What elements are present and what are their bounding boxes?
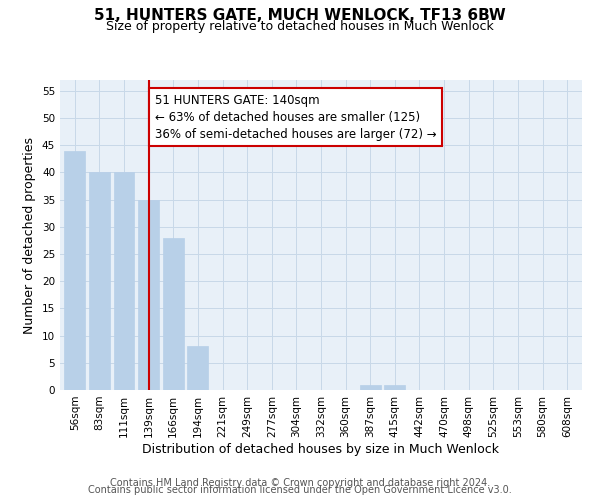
Y-axis label: Number of detached properties: Number of detached properties <box>23 136 37 334</box>
Text: Contains public sector information licensed under the Open Government Licence v3: Contains public sector information licen… <box>88 485 512 495</box>
Text: 51 HUNTERS GATE: 140sqm
← 63% of detached houses are smaller (125)
36% of semi-d: 51 HUNTERS GATE: 140sqm ← 63% of detache… <box>155 94 436 140</box>
Text: Contains HM Land Registry data © Crown copyright and database right 2024.: Contains HM Land Registry data © Crown c… <box>110 478 490 488</box>
Bar <box>187 346 208 390</box>
Text: 51, HUNTERS GATE, MUCH WENLOCK, TF13 6BW: 51, HUNTERS GATE, MUCH WENLOCK, TF13 6BW <box>94 8 506 22</box>
Bar <box>163 238 184 390</box>
Bar <box>89 172 110 390</box>
Bar <box>360 384 381 390</box>
Bar <box>113 172 134 390</box>
Bar <box>64 150 85 390</box>
Bar <box>138 200 159 390</box>
X-axis label: Distribution of detached houses by size in Much Wenlock: Distribution of detached houses by size … <box>143 442 499 456</box>
Bar <box>385 384 406 390</box>
Text: Size of property relative to detached houses in Much Wenlock: Size of property relative to detached ho… <box>106 20 494 33</box>
